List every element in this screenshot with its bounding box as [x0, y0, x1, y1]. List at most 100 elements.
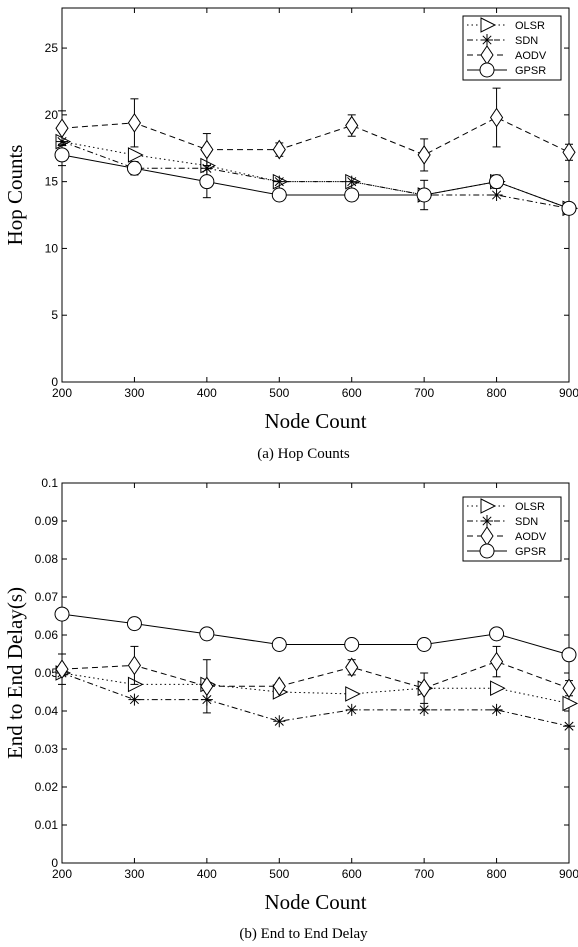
y-tick-label: 0.01: [35, 818, 59, 832]
x-tick-label: 500: [269, 386, 289, 400]
y-tick-label: 0.1: [41, 476, 58, 490]
x-tick-label: 400: [197, 867, 217, 881]
legend-marker-sdn: [481, 515, 493, 527]
data-point-aodv: [127, 112, 142, 133]
y-tick-label: 10: [45, 241, 59, 255]
y-tick-label: 5: [51, 308, 58, 322]
x-axis-label-a: Node Count: [264, 409, 366, 433]
data-point-aodv: [55, 118, 69, 139]
legend-box: [462, 496, 562, 562]
y-tick-label: 0.06: [35, 628, 59, 642]
legend-label-aodv: AODV: [515, 531, 547, 543]
data-point-gpsr: [489, 174, 505, 190]
x-tick-label: 200: [52, 386, 72, 400]
data-point-gpsr: [416, 637, 432, 652]
y-tick-label: 0.08: [35, 552, 59, 566]
legend-marker-gpsr: [479, 62, 495, 78]
x-tick-label: 400: [197, 386, 217, 400]
data-point-gpsr: [416, 187, 432, 203]
y-tick-label: 0.05: [35, 666, 59, 680]
x-tick-label: 900: [559, 867, 578, 881]
x-tick-label: 300: [124, 386, 144, 400]
caption-a: (a) Hop Counts: [257, 446, 350, 462]
data-point-sdn: [490, 703, 503, 716]
y-tick-label: 15: [45, 175, 59, 189]
data-point-aodv: [345, 657, 359, 678]
data-point-sdn: [128, 693, 141, 706]
data-point-sdn: [345, 175, 358, 188]
data-point-sdn: [563, 720, 575, 733]
data-point-gpsr: [126, 160, 142, 176]
data-point-olsr: [562, 695, 578, 712]
legend-label-sdn: SDN: [515, 516, 538, 528]
y-tick-label: 0.04: [35, 704, 59, 718]
series-aodv: [55, 87, 576, 172]
y-axis-label-a: Hop Counts: [3, 145, 27, 246]
y-tick-label: 0.07: [35, 590, 59, 604]
data-point-sdn: [345, 703, 358, 716]
x-tick-label: 500: [269, 867, 289, 881]
x-tick-label: 800: [487, 386, 507, 400]
y-tick-label: 0: [51, 856, 58, 870]
legend-box: [462, 15, 562, 81]
x-tick-label: 700: [414, 867, 434, 881]
x-tick-label: 300: [124, 867, 144, 881]
data-point-gpsr: [344, 637, 360, 652]
legend-b: OLSR SDN AODV GPSR: [462, 496, 562, 562]
data-point-gpsr: [561, 647, 577, 663]
data-point-gpsr: [344, 187, 360, 203]
data-point-aodv: [489, 651, 504, 672]
x-tick-label: 200: [52, 867, 72, 881]
series-aodv: [55, 645, 576, 714]
panel-a-hop-counts: 200 300 400 500 600 700 800 900 0 5 10 15 20 25 Hop C…: [3, 7, 578, 462]
series-gpsr: [54, 606, 577, 663]
panel-b-end-to-end-delay: 200 300 400 500 600 700 800 900 0 0.01 0.02 0.03 0.0…: [3, 476, 578, 942]
data-point-aodv: [272, 139, 286, 160]
data-point-gpsr: [126, 616, 142, 632]
series-line-gpsr: [61, 613, 570, 656]
series-line-olsr: [61, 672, 570, 704]
data-point-olsr: [490, 680, 506, 697]
series-line-aodv: [61, 661, 570, 689]
series-line-sdn: [61, 141, 570, 209]
legend-marker-olsr: [480, 17, 497, 33]
data-point-sdn: [273, 715, 286, 728]
legend-label-gpsr: GPSR: [515, 546, 546, 558]
data-point-gpsr: [54, 147, 70, 163]
y-tick-label: 20: [45, 108, 59, 122]
x-axis-label-b: Node Count: [264, 890, 366, 914]
legend-marker-olsr: [480, 498, 497, 514]
data-point-aodv: [55, 659, 69, 680]
x-tick-label: 600: [342, 867, 362, 881]
legend-marker-gpsr: [479, 543, 495, 559]
series-gpsr: [54, 143, 577, 216]
data-point-olsr: [345, 686, 361, 702]
data-point-gpsr: [271, 637, 287, 652]
legend-label-olsr: OLSR: [515, 501, 545, 513]
legend-label-sdn: SDN: [515, 35, 538, 47]
data-point-aodv: [562, 142, 576, 163]
series-line-aodv: [61, 116, 570, 156]
series-line-sdn: [61, 672, 570, 727]
x-tick-label: 700: [414, 386, 434, 400]
x-tick-label: 800: [487, 867, 507, 881]
legend-marker-sdn: [481, 34, 493, 46]
data-point-aodv: [489, 107, 504, 128]
legend-label-gpsr: GPSR: [515, 65, 546, 77]
y-tick-label: 0.09: [35, 514, 59, 528]
legend-label-olsr: OLSR: [515, 20, 545, 32]
legend-label-aodv: AODV: [515, 50, 547, 62]
data-point-aodv: [272, 676, 286, 697]
data-point-gpsr: [54, 606, 70, 622]
caption-b: (b) End to End Delay: [239, 926, 368, 942]
y-tick-label: 0: [51, 375, 58, 389]
legend-a: OLSR SDN AODV GPSR: [462, 15, 562, 81]
data-point-aodv: [200, 676, 214, 697]
data-point-gpsr: [271, 187, 287, 203]
data-point-gpsr: [489, 626, 505, 642]
data-point-sdn: [418, 703, 431, 716]
data-point-aodv: [417, 145, 431, 165]
data-point-gpsr: [199, 174, 215, 190]
data-point-aodv: [417, 678, 431, 699]
